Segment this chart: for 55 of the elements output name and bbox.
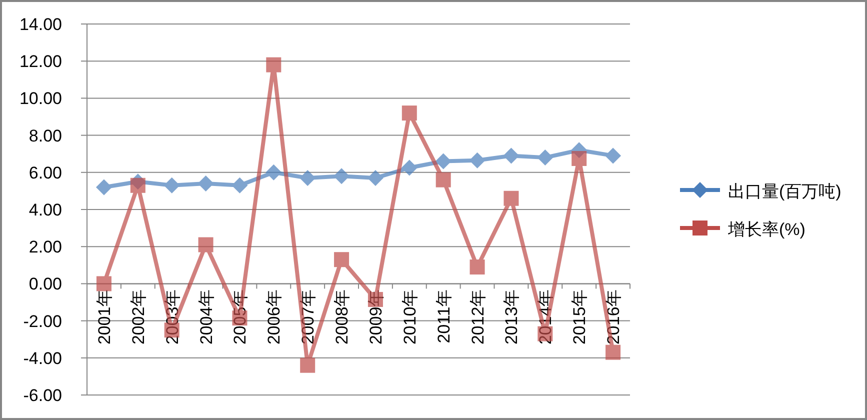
point (605, 148, 622, 164)
x-tick-label: 2008年 (332, 290, 352, 345)
point (537, 150, 554, 166)
x-tick-label: 2006年 (264, 290, 284, 345)
point (334, 168, 350, 184)
point (232, 177, 248, 194)
y-tick-label: 8.00 (28, 126, 62, 146)
x-tick-label: 2003年 (162, 290, 182, 345)
point (130, 178, 146, 193)
point (96, 179, 112, 196)
y-tick-label: 2.00 (28, 238, 62, 257)
point (469, 152, 486, 168)
x-tick-label: 2009年 (366, 290, 386, 345)
point (401, 160, 418, 176)
x-tick-label: 2002年 (128, 290, 148, 345)
point (300, 358, 316, 373)
point (266, 57, 282, 72)
x-tick-label: 2013年 (502, 290, 522, 345)
point (606, 344, 621, 360)
x-tick-label: 2001年 (94, 290, 114, 345)
point (198, 237, 214, 252)
point (334, 252, 350, 268)
x-tick-label: 2016年 (604, 290, 624, 345)
y-tick-label: 12.00 (19, 52, 62, 72)
y-tick-label: 14.00 (19, 15, 62, 34)
y-tick-label: 0.00 (28, 274, 62, 294)
point (436, 172, 451, 188)
x-tick-label: 2015年 (570, 290, 590, 345)
x-tick-label: 2005年 (230, 290, 250, 345)
x-tick-label: 2011年 (434, 290, 454, 344)
point (96, 276, 112, 292)
x-tick-label: 2007年 (298, 290, 318, 345)
point (164, 177, 180, 194)
x-tick-label: 2010年 (400, 290, 420, 345)
point (504, 190, 519, 206)
x-tick-label: 2004年 (196, 290, 216, 345)
y-tick-label: 10.00 (19, 89, 62, 108)
point (470, 260, 485, 275)
point (300, 170, 316, 186)
legend-label: 出口量(百万吨) (728, 182, 842, 201)
y-tick-label: -4.00 (23, 348, 62, 368)
point (572, 150, 587, 166)
x-tick-label: 2014年 (536, 290, 556, 345)
point (503, 148, 520, 164)
point (367, 170, 384, 186)
y-tick-label: -2.00 (23, 312, 62, 331)
x-tick-label: 2012年 (468, 290, 488, 345)
legend-label: 增长率(%) (727, 220, 806, 239)
point (198, 176, 214, 192)
point (266, 164, 282, 180)
y-tick-label: 6.00 (28, 163, 62, 182)
y-tick-label: -6.00 (23, 386, 62, 405)
point (402, 106, 417, 121)
y-tick-label: 4.00 (28, 200, 62, 220)
point (435, 153, 452, 170)
